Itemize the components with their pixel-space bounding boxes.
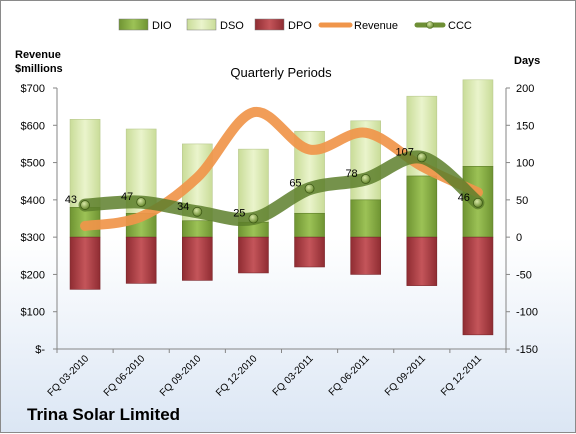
left-axis-tick-label: $300 — [21, 232, 45, 244]
legend-label-ccc: CCC — [448, 20, 472, 32]
left-axis-tick-label: $400 — [21, 195, 45, 207]
right-axis-tick-label: 50 — [516, 195, 528, 207]
left-axis-tick-label: $200 — [21, 269, 45, 281]
right-axis-tick-label: 150 — [516, 120, 534, 132]
left-axis-label-line2: $millions — [15, 63, 63, 75]
x-axis-category-label: FQ 03-2010 — [46, 353, 92, 399]
legend-swatch-dio — [118, 18, 149, 31]
right-axis-tick-label: 200 — [516, 83, 534, 95]
bar-dpo — [69, 236, 101, 290]
ccc-point — [304, 183, 315, 194]
ccc-data-label: 25 — [233, 208, 245, 220]
bar-dpo — [238, 236, 269, 274]
bar-dio — [406, 175, 438, 238]
x-axis-category-label: FQ 12-2011 — [439, 353, 484, 398]
bar-dpo — [350, 236, 381, 275]
x-axis-category-label: FQ 09-2011 — [383, 353, 428, 398]
bar-dpo — [182, 236, 213, 281]
left-axis-tick-label: $100 — [21, 307, 45, 319]
x-axis-category-label: FQ 06-2010 — [102, 353, 148, 399]
ccc-data-label: 65 — [289, 178, 301, 190]
ccc-data-label: 34 — [177, 201, 189, 213]
ccc-point — [360, 174, 371, 184]
bar-dpo — [462, 236, 494, 336]
ccc-data-label: 107 — [395, 146, 413, 158]
right-axis-tick-label: 0 — [516, 232, 522, 244]
right-axis-tick-label: -150 — [516, 344, 538, 356]
legend-label-dso: DSO — [220, 20, 244, 32]
left-axis-tick-label: $500 — [21, 158, 45, 170]
ccc-point — [192, 206, 203, 217]
ccc-point — [80, 200, 90, 210]
legend-label-dpo: DPO — [288, 20, 312, 32]
bar-dpo — [125, 236, 157, 284]
bar-dio — [182, 220, 213, 238]
right-axis-tick-label: 100 — [516, 158, 534, 170]
company-name: Trina Solar Limited — [27, 405, 181, 424]
right-axis-tick-label: -50 — [516, 269, 532, 281]
legend-label-dio: DIO — [152, 20, 172, 32]
ccc-data-label: 47 — [121, 191, 133, 203]
x-axis-category-label: FQ 03-2011 — [271, 353, 316, 398]
left-axis-tick-label: $700 — [21, 83, 45, 95]
ccc-data-label: 46 — [458, 192, 470, 204]
x-axis-category-label: FQ 06-2011 — [327, 353, 372, 398]
legend-label-revenue: Revenue — [354, 20, 398, 32]
right-axis-tick-label: -100 — [516, 307, 538, 319]
ccc-point — [473, 197, 483, 208]
bar-dio — [294, 212, 325, 238]
ccc-point — [416, 152, 427, 163]
ccc-data-label: 78 — [345, 168, 357, 180]
x-axis-category-label: FQ 09-2010 — [158, 353, 204, 399]
legend-swatch-dpo — [254, 18, 285, 31]
left-axis-tick-label: $- — [35, 344, 45, 356]
left-axis-label-line1: Revenue — [15, 49, 61, 61]
right-axis-label: Days — [514, 55, 540, 67]
chart-title: Quarterly Periods — [230, 65, 332, 80]
left-axis-tick-label: $600 — [21, 120, 45, 132]
legend-swatch-dso — [186, 18, 217, 31]
bar-dpo — [406, 236, 438, 286]
x-axis-category-label: FQ 12-2010 — [214, 353, 260, 399]
bar-dio — [350, 199, 381, 238]
legend-marker-ccc — [426, 21, 434, 29]
bar-dpo — [294, 236, 325, 268]
bar-dso — [462, 79, 494, 167]
bar-dso — [69, 119, 101, 208]
ccc-point — [248, 213, 259, 224]
ccc-point — [136, 197, 147, 207]
ccc-data-label: 43 — [65, 194, 77, 206]
